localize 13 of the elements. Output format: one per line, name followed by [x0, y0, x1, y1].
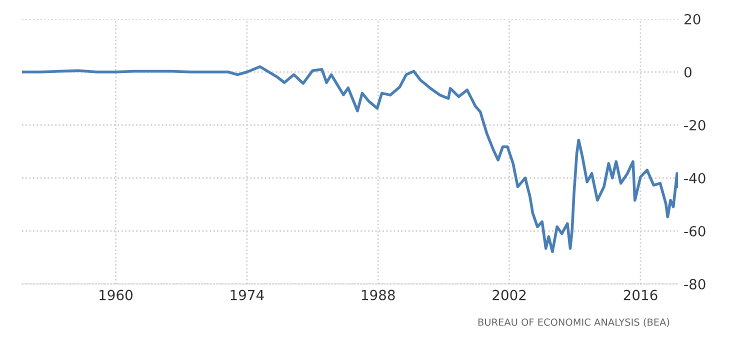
y-tick-label: -40 — [684, 172, 706, 184]
y-tick-label: -80 — [684, 278, 706, 290]
x-tick-label: 2016 — [624, 290, 658, 300]
line-series — [22, 65, 678, 254]
y-tick-label: 0 — [684, 66, 692, 78]
y-tick-label: -20 — [684, 120, 706, 130]
y-tick-label: 20 — [684, 14, 700, 24]
x-tick-label: 1974 — [230, 290, 264, 300]
text: BUREAU OF ECONOMIC ANALYSIS (BEA) — [478, 318, 670, 327]
y-tick-label: -60 — [684, 226, 706, 236]
x-tick-label: 1988 — [362, 290, 395, 300]
x-tick-label: 1960 — [100, 290, 132, 300]
x-tick-label: 2002 — [492, 290, 526, 300]
